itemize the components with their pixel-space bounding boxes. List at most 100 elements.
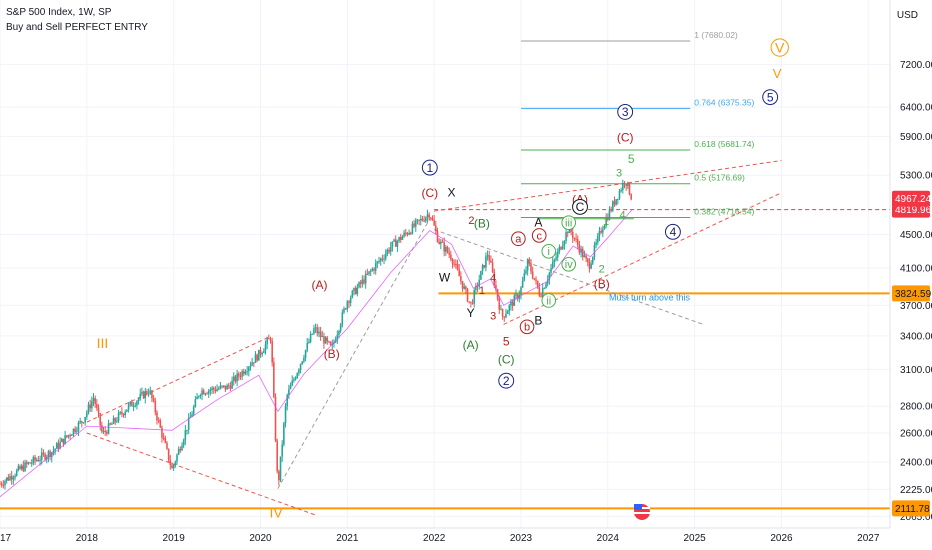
candle-body	[79, 421, 81, 423]
candle-body	[201, 390, 203, 395]
candle-body	[503, 316, 506, 318]
candle-body	[146, 391, 148, 394]
candle-body	[299, 364, 302, 370]
x-tick-label: 2021	[336, 533, 359, 544]
candle-body	[615, 199, 617, 205]
candle-body	[86, 412, 88, 417]
price-badge	[892, 285, 930, 302]
candle-body	[54, 448, 56, 451]
candle-body	[30, 462, 33, 464]
candle-body	[147, 393, 150, 395]
candle-body	[389, 246, 392, 252]
candle-body	[254, 354, 257, 364]
candle-body	[431, 218, 434, 220]
candle-body	[551, 262, 554, 269]
candle-body	[401, 236, 404, 240]
candle-body	[446, 247, 449, 253]
candle-body	[34, 457, 36, 461]
candle-body	[596, 235, 599, 243]
candle-body	[348, 301, 350, 303]
price-axis: 7200.00 6400.00 5900.00 5300.00 4500.00 4100.…	[889, 0, 932, 528]
candle-body	[246, 371, 248, 373]
y-tick-label: 4500.00	[900, 230, 932, 241]
wave-label: 1	[479, 285, 485, 297]
candle-body	[67, 435, 70, 437]
candle-body	[47, 451, 50, 457]
candle-body	[520, 287, 522, 296]
candle-body	[378, 261, 380, 263]
candle-body	[399, 237, 402, 240]
candle-body	[391, 241, 394, 247]
candle-body	[49, 451, 51, 458]
candle-body	[585, 255, 587, 259]
candle-body	[35, 459, 38, 461]
wave-label: (B)	[324, 347, 340, 361]
candle-body	[445, 247, 447, 252]
wave-circle	[531, 228, 547, 243]
candle-body	[273, 362, 275, 397]
wave-label: (B)	[594, 277, 610, 291]
candle-body	[179, 449, 182, 451]
candle-body	[396, 241, 399, 247]
x-tick-label: 2023	[510, 533, 533, 544]
candle-body	[421, 218, 424, 221]
wave-label: 3	[622, 105, 629, 119]
candle-body	[182, 440, 185, 446]
candle-body	[363, 279, 365, 284]
wave-label: 5	[503, 335, 510, 349]
candle-body	[560, 246, 562, 250]
candle-body	[575, 238, 577, 240]
x-tick-label: 2022	[423, 533, 446, 544]
wave-label: 4	[490, 273, 496, 285]
candle-body	[104, 430, 106, 432]
candle-body	[364, 273, 367, 284]
candle-body	[480, 270, 482, 280]
trendline	[434, 160, 782, 212]
candle-body	[450, 254, 452, 260]
candle-body	[109, 423, 112, 425]
y-tick-label: 3700.00	[900, 301, 932, 312]
candle-body	[618, 190, 621, 199]
wave-circle	[572, 198, 588, 215]
candle-body	[533, 278, 536, 280]
wave-label: 4	[670, 225, 677, 239]
candle-body	[598, 230, 601, 236]
candle-body	[37, 459, 40, 462]
candle-body	[247, 367, 250, 372]
candle-body	[607, 217, 609, 220]
candle-body	[408, 232, 410, 235]
candle-body	[388, 249, 390, 252]
candle-body	[612, 201, 614, 211]
candle-body	[27, 462, 30, 464]
candle-body	[571, 232, 574, 238]
candle-body	[531, 271, 534, 279]
candle-body	[411, 223, 414, 234]
candle-body	[426, 214, 429, 218]
candle-body	[71, 434, 73, 436]
candle-body	[630, 194, 632, 200]
candle-body	[121, 412, 123, 414]
wave-label: (A)	[312, 278, 328, 292]
candle-body	[102, 430, 105, 432]
currency-label: USD	[896, 10, 918, 21]
wave-label: A	[534, 215, 542, 229]
candle-body	[617, 198, 619, 200]
candle-body	[475, 285, 477, 291]
candle-body	[556, 251, 559, 258]
candle-body	[219, 385, 222, 389]
trendline	[433, 229, 704, 325]
candle-body	[29, 462, 31, 464]
candle-body	[242, 371, 245, 374]
wave-label: 3	[490, 310, 496, 322]
x-tick-label: 2024	[597, 533, 620, 544]
wave-circle	[561, 215, 577, 230]
chart-title: S&P 500 Index, 1W, SP	[6, 7, 112, 18]
candle-body	[513, 295, 516, 306]
candle-body	[359, 282, 362, 284]
y-tick-label: 2400.00	[900, 458, 932, 469]
candle-body	[591, 256, 594, 264]
candle-body	[498, 298, 501, 310]
candle-body	[298, 369, 300, 374]
candle-body	[483, 265, 486, 268]
